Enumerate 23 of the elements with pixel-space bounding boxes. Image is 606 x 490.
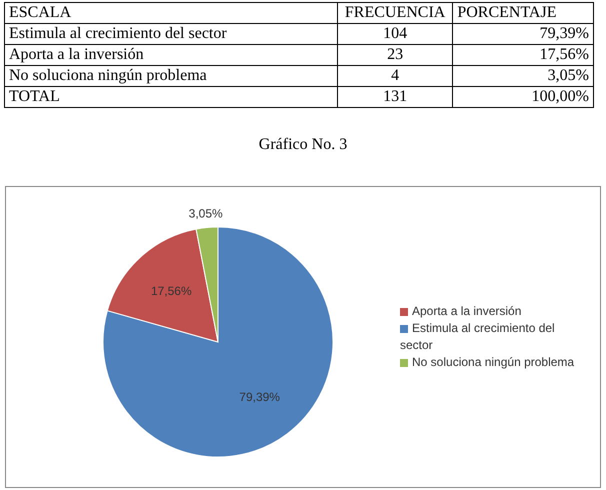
text: PORCENTAJE: [452, 2, 594, 24]
text: 131: [337, 86, 453, 108]
text: 100,00%: [452, 86, 594, 108]
text: 79,39%: [540, 25, 589, 42]
category-label: Estimula al crecimiento del sector: [9, 25, 227, 42]
text: 23: [337, 44, 453, 66]
text: TOTAL: [4, 86, 338, 108]
data-label: 79,39%: [239, 390, 280, 404]
category-label: No soluciona ningún problema: [9, 67, 207, 84]
pie-slice: [102, 226, 334, 458]
text: 17,56%: [540, 46, 589, 63]
text: 4: [337, 66, 453, 86]
text: 3,05%: [548, 67, 589, 84]
data-label: 17,56%: [150, 284, 192, 298]
legend-label: Aporta a la inversión: [412, 304, 522, 318]
legend-label: Estimula al crecimiento del sector: [400, 321, 555, 352]
category-label: Aporta a la inversión: [9, 46, 144, 63]
data-label: 3,05%: [188, 206, 223, 221]
text: 104: [337, 24, 453, 44]
text: ESCALA: [4, 2, 338, 24]
chart-title: Gráfico No. 3: [258, 136, 348, 154]
text: FRECUENCIA: [337, 2, 453, 24]
legend-label: No soluciona ningún problema: [412, 355, 574, 369]
